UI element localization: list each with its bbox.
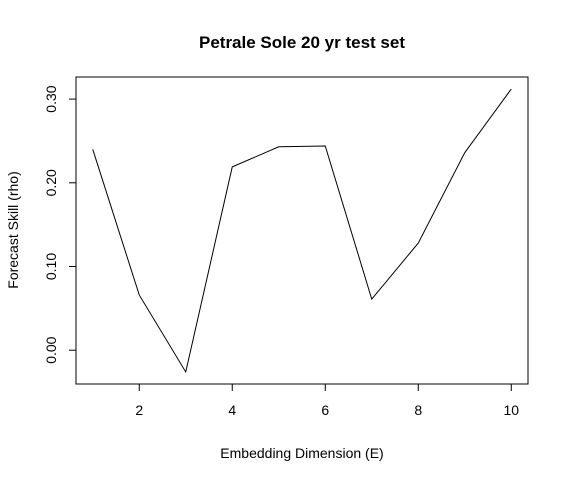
y-tick-label: 0.20	[43, 169, 59, 196]
y-axis-label: Forecast Skill (rho)	[5, 171, 21, 288]
series-group	[92, 88, 512, 374]
x-tick-label: 10	[503, 402, 519, 418]
series-line	[92, 88, 512, 374]
x-tick-label: 4	[228, 402, 236, 418]
chart-title: Petrale Sole 20 yr test set	[199, 33, 405, 52]
plot-frame	[75, 76, 529, 385]
y-tick-label: 0.10	[43, 253, 59, 280]
y-tick-label: 0.30	[43, 85, 59, 112]
y-tick-label: 0.00	[43, 336, 59, 363]
x-axis: 2 4 6 8 10	[135, 383, 519, 418]
y-axis: 0.00 0.10 0.20 0.30	[43, 85, 77, 364]
x-tick-label: 6	[321, 402, 329, 418]
x-tick-label: 2	[135, 402, 143, 418]
x-tick-label: 8	[414, 402, 422, 418]
x-axis-label: Embedding Dimension (E)	[220, 445, 383, 461]
